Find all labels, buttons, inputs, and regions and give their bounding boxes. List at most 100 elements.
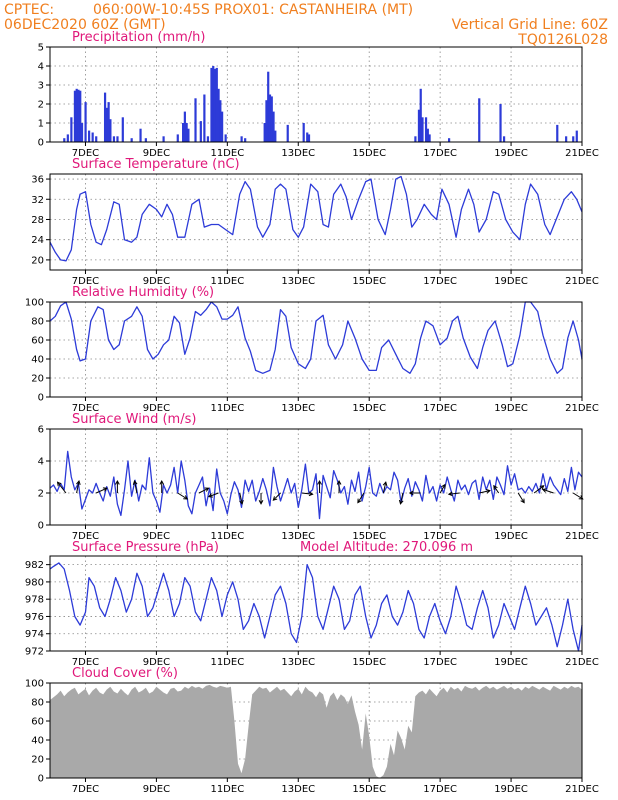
precip-bar <box>270 96 273 142</box>
wind-arrow <box>493 485 500 494</box>
wind-frame <box>49 428 583 526</box>
wind-ytick-label: 0 <box>38 521 44 532</box>
precip-bar <box>263 123 266 142</box>
pressure-series-line <box>49 562 583 652</box>
wind-arrow-head <box>258 500 264 505</box>
precip-bar <box>217 88 220 142</box>
precip-bar <box>426 128 429 142</box>
wind-arrow <box>134 480 138 494</box>
wind-arrow-head <box>539 485 545 490</box>
precip-xtick-label: 11DEC <box>210 148 244 159</box>
pressure-xtick-label: 9DEC <box>143 657 170 668</box>
wind-xtick-label: 17DEC <box>423 531 457 542</box>
precip-bar <box>107 102 110 142</box>
wind-arrow <box>400 492 404 504</box>
precip-ytick-label: 4 <box>38 62 44 73</box>
header: CPTEC: 060:00W-10:45S PROX01: CASTANHEIR… <box>4 2 608 48</box>
wind-ytick-label: 2 <box>38 489 44 500</box>
wind-xtick-label: 21DEC <box>565 531 599 542</box>
rh-ytick-label: 100 <box>25 298 44 309</box>
wind-xtick-label: 9DEC <box>143 531 170 542</box>
wind-arrow-head <box>408 490 414 496</box>
cloud-ytick-label: 40 <box>31 736 44 747</box>
precip-xtick-label: 19DEC <box>494 148 528 159</box>
pressure-ytick-label: 976 <box>25 612 44 623</box>
wind-arrow-head <box>441 483 446 489</box>
wind-arrow-head <box>183 495 189 500</box>
wind-arrow-head <box>398 499 404 505</box>
precip-bar <box>224 134 227 142</box>
precip-bar <box>556 124 559 142</box>
cloud-xtick-label: 19DEC <box>494 784 528 795</box>
header-model-code: TQ0126L028 <box>517 32 608 48</box>
precip-bar <box>105 107 108 142</box>
precip-bar <box>221 111 224 142</box>
cloud-ytick-label: 20 <box>31 755 44 766</box>
precip-bar <box>176 134 179 142</box>
temp-xtick-label: 9DEC <box>143 276 170 287</box>
pressure-ytick-label: 980 <box>25 577 44 588</box>
wind-arrow-head <box>357 498 362 504</box>
wind-xtick-label: 19DEC <box>494 531 528 542</box>
wind-arrow-head <box>132 479 138 485</box>
pressure-title: Surface Pressure (hPa) <box>72 540 219 555</box>
cloud-xtick-label: 9DEC <box>143 784 170 795</box>
pressure-ytick-label: 978 <box>25 595 44 606</box>
rh-ytick-label: 60 <box>31 336 44 347</box>
wind-arrow-head <box>204 487 210 492</box>
precip-bar <box>421 117 424 142</box>
precip-bar <box>63 138 66 142</box>
temp-series-line <box>49 175 583 262</box>
rh-xtick-label: 17DEC <box>423 403 457 414</box>
pressure-annotation: Model Altitude: 270.096 m <box>300 540 473 555</box>
precipitation-panel: Precipitation (mm/h) 0 1 2 3 4 5 7DEC 9DEC 11DEC… <box>38 30 599 159</box>
wind-arrow <box>439 484 446 494</box>
temp-ytick-label: 32 <box>31 195 44 206</box>
wind-arrow <box>208 492 219 498</box>
precip-bar <box>66 134 69 142</box>
cloud-ytick-label: 100 <box>25 679 44 690</box>
temp-ytick-label: 20 <box>31 255 44 266</box>
precip-bar <box>267 71 270 142</box>
wind-arrow <box>301 492 313 495</box>
rh-ytick-label: 80 <box>31 317 44 328</box>
wind-arrow <box>272 492 281 501</box>
precip-bar <box>206 136 210 142</box>
wind-arrow-head <box>447 491 453 497</box>
wind-ytick-label: 6 <box>38 425 44 436</box>
precip-bar <box>183 111 186 142</box>
precip-xtick-label: 17DEC <box>423 148 457 159</box>
precip-bar <box>203 94 206 142</box>
precip-bar <box>162 136 165 142</box>
precip-bar <box>95 136 98 142</box>
precip-bar <box>185 123 188 142</box>
precip-bar <box>139 128 142 142</box>
pressure-xtick-label: 17DEC <box>423 657 457 668</box>
precip-bar <box>428 134 431 142</box>
precip-bar <box>109 119 112 142</box>
precip-bar <box>194 98 197 142</box>
temperature-title: Surface Temperature (nC) <box>72 157 240 172</box>
rh-ytick-label: 40 <box>31 355 44 366</box>
precip-bar <box>199 121 202 142</box>
cloud-xtick-label: 11DEC <box>210 784 244 795</box>
precip-bar <box>302 123 305 142</box>
wind-arrow <box>517 492 525 503</box>
temperature-panel: Surface Temperature (nC) 20 24 28 32 36 7DEC 9… <box>31 157 599 287</box>
wind-arrow <box>177 492 188 500</box>
wind-xtick-label: 13DEC <box>281 531 315 542</box>
cloud-ytick-label: 60 <box>31 717 44 728</box>
precip-bar <box>210 67 213 142</box>
precip-bar <box>286 124 289 142</box>
rh-frame <box>49 301 583 398</box>
precip-ytick-label: 1 <box>38 119 44 130</box>
pressure-xtick-label: 15DEC <box>352 657 386 668</box>
precip-xtick-label: 13DEC <box>281 148 315 159</box>
wind-arrow-head <box>336 479 342 485</box>
pressure-frame <box>49 555 583 652</box>
precip-bar <box>84 102 87 142</box>
wind-arrow-head <box>207 493 213 498</box>
cloud-xtick-label: 15DEC <box>352 784 386 795</box>
header-source: CPTEC: <box>4 2 54 18</box>
